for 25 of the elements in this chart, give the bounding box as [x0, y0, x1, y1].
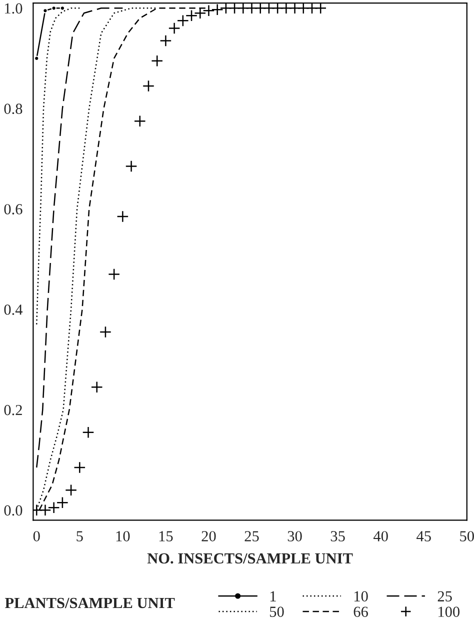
y-tick-label: 0.6: [4, 204, 22, 214]
legend-label: 1: [270, 591, 276, 602]
x-tick-label: 0: [33, 531, 40, 542]
legend-label: 100: [438, 606, 460, 617]
x-tick-label: 10: [116, 531, 130, 542]
y-tick-label: 0.4: [4, 304, 23, 315]
x-tick-label: 50: [460, 531, 474, 542]
x-tick-label: 20: [202, 531, 216, 542]
legend-label: 66: [354, 606, 368, 617]
y-tick-label: 1.0: [5, 3, 22, 14]
y-tick-label: 0.8: [4, 104, 22, 114]
legend-title: PLANTS/SAMPLE UNIT: [5, 598, 175, 608]
x-tick-label: 5: [76, 531, 83, 542]
x-tick-label: 30: [288, 531, 302, 542]
x-tick-label: 40: [373, 531, 388, 542]
x-tick-label: 35: [330, 531, 345, 542]
legend-label: 25: [438, 591, 452, 602]
x-axis-title: NO. INSECTS/SAMPLE UNIT: [147, 553, 353, 564]
x-tick-label: 25: [244, 531, 259, 542]
legend-label: 10: [354, 591, 368, 602]
y-tick-label: 0.2: [4, 404, 22, 416]
x-tick-label: 45: [416, 531, 431, 542]
y-tick-label: 0.0: [4, 505, 22, 516]
x-tick-label: 15: [159, 531, 173, 542]
legend-label: 50: [270, 606, 284, 617]
